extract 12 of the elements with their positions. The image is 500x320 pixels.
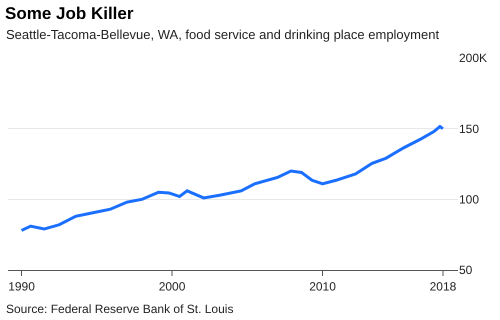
x-tick-label: 2000 [158,279,186,294]
chart-subtitle: Seattle-Tacoma-Bellevue, WA, food service and drinking place employment [6,27,440,42]
x-tick-label: 1990 [8,279,36,294]
x-tick-label: 2010 [309,279,336,294]
y-tick-label: 200K [459,51,488,66]
y-tick-label: 100 [459,192,480,207]
x-tick-label: 2018 [430,279,457,294]
y-tick-label: 150 [459,122,480,136]
chart-title: Some Job Killer [5,4,134,23]
source-note: Source: Federal Reserve Bank of St. Louis [6,302,234,316]
line-series [20,125,444,232]
y-tick-label: 50 [459,263,473,278]
